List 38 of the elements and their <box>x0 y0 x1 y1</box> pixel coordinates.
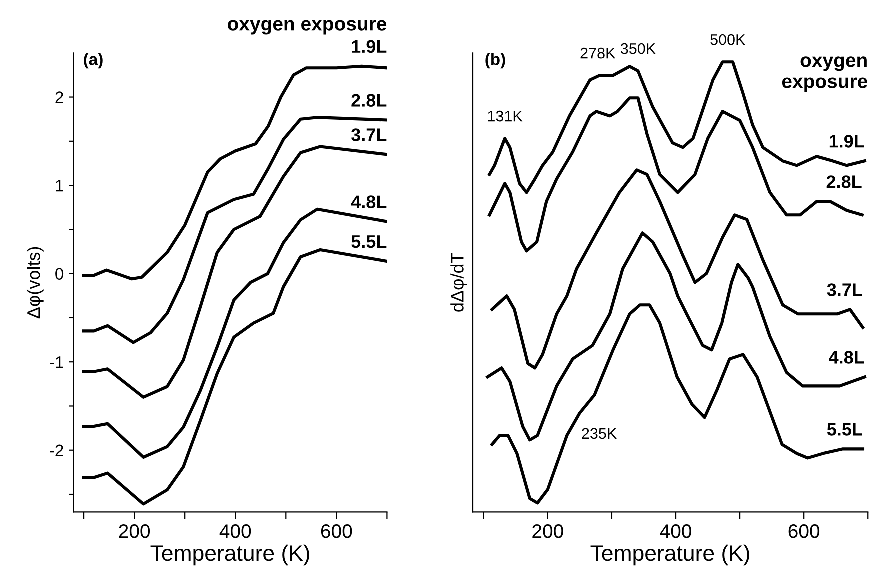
series-label: 2.8L <box>826 176 862 188</box>
chart-title: oxygen exposure <box>228 20 387 35</box>
series-label: 1.9L <box>830 135 864 148</box>
series-label: 5.5L <box>352 236 387 248</box>
series-label: 2.8L <box>352 94 387 107</box>
annotation: 131K <box>488 110 523 122</box>
x-axis-title: Temperature (K) <box>150 544 310 566</box>
x-tick-label: 200 <box>119 524 150 538</box>
series-label: 4.8L <box>829 351 864 364</box>
annotation: (b) <box>486 53 506 69</box>
y-tick-label: 1 <box>56 180 64 192</box>
x-tick-label: 200 <box>532 524 564 538</box>
annotation: 500K <box>710 34 746 46</box>
annotation: (a) <box>84 53 103 69</box>
series-label: 3.7L <box>827 284 862 296</box>
annotation: 235K <box>582 428 617 440</box>
y-axis-title: Δφ(volts) <box>26 247 44 319</box>
line-series <box>82 145 388 399</box>
x-axis-title: Temperature (K) <box>590 544 750 566</box>
line-series <box>82 248 388 506</box>
series-label: 3.7L <box>351 128 387 142</box>
x-tick-label: 600 <box>321 524 352 538</box>
line-series <box>82 116 388 344</box>
x-tick-label: 400 <box>220 524 252 538</box>
y-tick-label: 0 <box>56 268 64 280</box>
y-axis-title: dΔφ/dT <box>450 253 468 312</box>
x-tick-label: 400 <box>660 524 692 538</box>
annotation: 278K <box>580 48 616 59</box>
annotation: 350K <box>620 43 656 54</box>
series-label: 5.5L <box>827 423 862 436</box>
y-tick-label: 2 <box>56 92 64 104</box>
chart-title: oxygen exposure <box>782 56 868 92</box>
y-tick-label: -2 <box>50 444 64 456</box>
y-tick-label: -1 <box>50 356 64 368</box>
series-label: 4.8L <box>351 196 387 208</box>
x-tick-label: 600 <box>788 524 820 538</box>
line-series <box>82 208 388 459</box>
series-label: 1.9L <box>352 40 387 54</box>
